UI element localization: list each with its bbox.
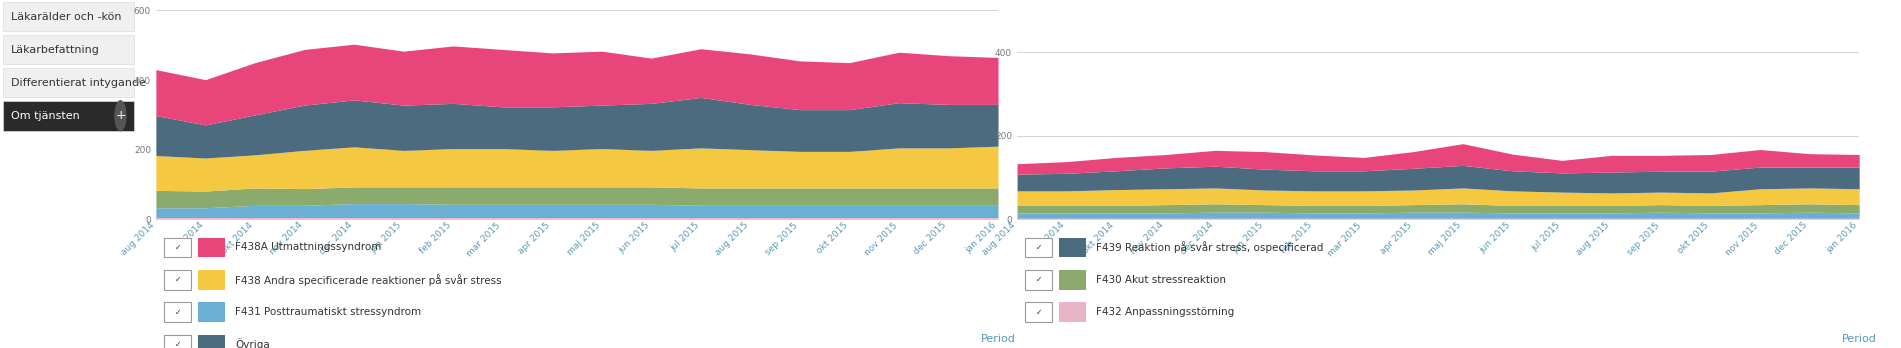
FancyBboxPatch shape: [163, 302, 192, 322]
Text: Om tjänsten: Om tjänsten: [11, 111, 80, 121]
FancyBboxPatch shape: [1025, 270, 1053, 290]
Text: ✓: ✓: [175, 308, 181, 317]
FancyBboxPatch shape: [198, 302, 224, 322]
FancyBboxPatch shape: [1059, 302, 1085, 322]
Text: ✓: ✓: [1036, 243, 1042, 252]
FancyBboxPatch shape: [2, 2, 135, 31]
FancyBboxPatch shape: [2, 35, 135, 64]
Text: ✓: ✓: [175, 243, 181, 252]
FancyBboxPatch shape: [198, 335, 224, 348]
FancyBboxPatch shape: [1059, 270, 1085, 290]
FancyBboxPatch shape: [163, 270, 192, 290]
X-axis label: Period: Period: [1842, 334, 1876, 344]
FancyBboxPatch shape: [198, 238, 224, 257]
Text: F439 Reaktion på svår stress, ospecificerad: F439 Reaktion på svår stress, ospecifice…: [1097, 242, 1323, 253]
Text: ✓: ✓: [1036, 308, 1042, 317]
FancyBboxPatch shape: [2, 101, 135, 130]
FancyBboxPatch shape: [2, 68, 135, 97]
FancyBboxPatch shape: [1025, 302, 1053, 322]
Text: F438 Andra specificerade reaktioner på svår stress: F438 Andra specificerade reaktioner på s…: [236, 274, 502, 286]
X-axis label: Period: Period: [981, 334, 1015, 344]
Text: F438A Utmattningssyndrom: F438A Utmattningssyndrom: [236, 243, 382, 252]
Text: F430 Akut stressreaktion: F430 Akut stressreaktion: [1097, 275, 1226, 285]
Text: +: +: [116, 109, 125, 122]
FancyBboxPatch shape: [1025, 238, 1053, 257]
Text: ✓: ✓: [1036, 275, 1042, 284]
Text: F431 Posttraumatiskt stressyndrom: F431 Posttraumatiskt stressyndrom: [236, 307, 422, 317]
FancyBboxPatch shape: [198, 270, 224, 290]
Text: F432 Anpassningsstörning: F432 Anpassningsstörning: [1097, 307, 1234, 317]
FancyBboxPatch shape: [1059, 238, 1085, 257]
Text: ✓: ✓: [175, 275, 181, 284]
Text: Differentierat intygande: Differentierat intygande: [11, 78, 146, 88]
Text: Läkarälder och -kön: Läkarälder och -kön: [11, 11, 122, 22]
Circle shape: [114, 100, 127, 132]
FancyBboxPatch shape: [163, 238, 192, 257]
Text: Övriga: Övriga: [236, 339, 270, 348]
Text: ✓: ✓: [175, 340, 181, 348]
Text: Läkarbefattning: Läkarbefattning: [11, 45, 101, 55]
FancyBboxPatch shape: [163, 335, 192, 348]
